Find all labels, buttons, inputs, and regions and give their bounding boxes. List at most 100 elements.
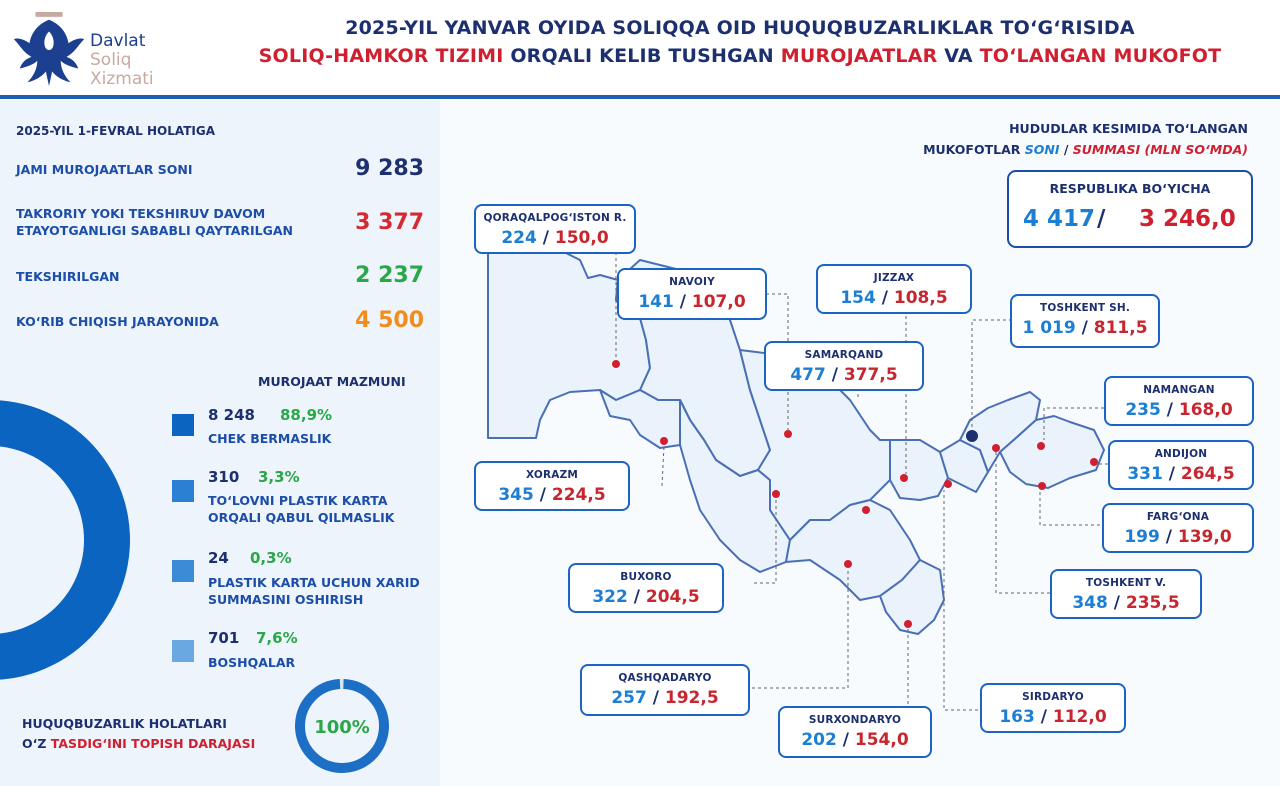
marker-fargona — [1038, 482, 1046, 490]
logo-line1: Davlat — [90, 31, 146, 51]
title-red-1: SOLIQ-HAMKOR TIZIMI — [258, 45, 504, 67]
region-box-karakalpakstan: QORAQALPOG‘ISTON R. 224 / 150,0 — [474, 204, 636, 254]
region-name: QASHQADARYO — [618, 672, 712, 684]
region-count: 348 — [1072, 593, 1108, 613]
region-count: 322 — [592, 587, 628, 607]
region-values: 154 / 108,5 — [840, 288, 948, 308]
region-values: 202 / 154,0 — [801, 730, 909, 750]
donut-slice-1 — [0, 400, 130, 680]
region-box-buxoro: BUXORO 322 / 204,5 — [568, 563, 724, 613]
marker-toshkent-sh — [966, 430, 978, 442]
region-count: 141 — [638, 292, 674, 312]
republic-count: 4 417 — [1023, 206, 1096, 232]
item-count-4: 701 — [208, 629, 240, 647]
stat-label-checked: TEKSHIRILGAN — [16, 269, 120, 284]
marker-namangan — [1037, 442, 1045, 450]
confirm-line2-prefix: O‘Z — [22, 736, 51, 751]
region-name: SAMARQAND — [804, 349, 884, 361]
republic-sum: 3 246,0 — [1139, 206, 1236, 232]
region-name: SIRDARYO — [1022, 691, 1084, 703]
legend-sep: / — [1059, 142, 1073, 157]
region-values: 477 / 377,5 — [790, 365, 898, 385]
region-sum: 139,0 — [1177, 527, 1232, 547]
region-sum: 168,0 — [1178, 400, 1233, 420]
confirm-line2: O‘Z TASDIG‘INI TOPISH DARAJASI — [22, 734, 255, 754]
item-percent-1: 88,9% — [280, 406, 333, 424]
region-box-namangan: NAMANGAN 235 / 168,0 — [1104, 376, 1254, 426]
marker-navoiy — [784, 430, 792, 438]
region-sum: 192,5 — [664, 688, 719, 708]
header-divider — [0, 95, 1280, 99]
region-box-fargona: FARG‘ONA 199 / 139,0 — [1102, 503, 1254, 553]
marker-jizzax — [900, 474, 908, 482]
summary-date: 2025-YIL 1-FEVRAL HOLATIGA — [16, 124, 215, 138]
legend-line1: HUDUDLAR KESIMIDA TO‘LANGAN — [1009, 121, 1248, 136]
title-line1: 2025-YIL YANVAR OYIDA SOLIQQA OID HUQUQB… — [345, 17, 1135, 39]
item-percent-2: 3,3% — [258, 468, 300, 486]
item-label-4: BOSHQALAR — [208, 655, 296, 670]
logo-text: Davlat Soliq Xizmati — [90, 32, 154, 89]
region-box-samarqand: SAMARQAND 477 / 377,5 — [764, 341, 924, 391]
legend-summa: SUMMASI (MLN SO‘MDA) — [1072, 142, 1248, 157]
region-count: 331 — [1127, 464, 1163, 484]
region-count: 345 — [498, 485, 534, 505]
region-name: FARG‘ONA — [1146, 511, 1210, 523]
marker-buxoro — [772, 490, 780, 498]
confirm-ring-chart: 100% — [295, 679, 389, 773]
region-values: 199 / 139,0 — [1124, 527, 1232, 547]
title-red-2: MUROJAATLAR — [780, 45, 938, 67]
region-values: 322 / 204,5 — [592, 587, 700, 607]
stat-value-returned: 3 377 — [355, 210, 424, 235]
item-count-2: 310 — [208, 468, 240, 486]
region-values: 224 / 150,0 — [501, 228, 609, 248]
map-legend: HUDUDLAR KESIMIDA TO‘LANGAN MUKOFOTLAR S… — [923, 118, 1248, 160]
marker-sirdaryo — [944, 480, 952, 488]
region-toshkent-v — [959, 391, 1041, 473]
region-count: 235 — [1125, 400, 1161, 420]
stat-label-returned: TAKRORIY YOKI TEKSHIRUV DAVOM ETAYOTGANL… — [16, 206, 294, 238]
legend-line2: MUKOFOTLAR SONI / SUMMASI (MLN SO‘MDA) — [923, 139, 1248, 160]
region-markers — [612, 360, 1098, 628]
region-name: JIZZAX — [873, 272, 915, 284]
region-sum: 235,5 — [1125, 593, 1180, 613]
stat-label-total: JAMI MUROJAATLAR SONI — [16, 162, 193, 177]
title-mid-2: VA — [937, 45, 980, 67]
republic-total-box: RESPUBLIKA BO‘YICHA 4 417 / 3 246,0 — [1007, 170, 1253, 248]
confirm-line1: HUQUQBUZARLIK HOLATLARI — [22, 716, 227, 731]
region-box-sirdaryo: SIRDARYO 163 / 112,0 — [980, 683, 1126, 733]
region-sum: 107,0 — [691, 292, 746, 312]
confirm-label: HUQUQBUZARLIK HOLATLARI O‘Z TASDIG‘INI T… — [22, 714, 255, 754]
region-name: TOSHKENT SH. — [1039, 302, 1131, 314]
region-sum: 264,5 — [1180, 464, 1235, 484]
region-name: TOSHKENT V. — [1085, 577, 1167, 589]
legend-swatch-1 — [172, 414, 194, 436]
region-name: NAMANGAN — [1143, 384, 1215, 396]
region-box-toshkent-sh: TOSHKENT SH. 1 019 / 811,5 — [1010, 294, 1160, 348]
marker-xorazm — [660, 437, 668, 445]
logo-line3: Xizmati — [90, 69, 154, 89]
item-label-1: CHEK BERMASLIK — [208, 431, 332, 446]
region-name: SURXONDARYO — [808, 714, 902, 726]
region-name: ANDIJON — [1154, 448, 1208, 460]
region-values: 141 / 107,0 — [638, 292, 746, 312]
legend-prefix: MUKOFOTLAR — [923, 142, 1025, 157]
region-values: 163 / 112,0 — [999, 707, 1107, 727]
region-count: 1 019 — [1022, 318, 1076, 338]
region-count: 224 — [501, 228, 537, 248]
region-count: 257 — [611, 688, 647, 708]
marker-karakalpakstan — [612, 360, 620, 368]
item-count-3: 24 — [208, 549, 229, 567]
republic-title: RESPUBLIKA BO‘YICHA — [1049, 181, 1211, 196]
header: Davlat Soliq Xizmati 2025-YIL YANVAR OYI… — [0, 0, 1280, 96]
region-name: NAVOIY — [669, 276, 715, 288]
region-count: 199 — [1124, 527, 1160, 547]
item-count-1: 8 248 — [208, 406, 255, 424]
eagle-emblem-icon — [13, 12, 85, 87]
stat-value-in-progress: 4 500 — [355, 308, 424, 333]
logo-line2: Soliq — [90, 50, 132, 70]
region-sum: 112,0 — [1052, 707, 1107, 727]
confirm-ring-arc — [295, 679, 389, 773]
region-sum: 224,5 — [551, 485, 606, 505]
region-box-jizzax: JIZZAX 154 / 108,5 — [816, 264, 972, 314]
region-jizzax — [889, 439, 949, 501]
